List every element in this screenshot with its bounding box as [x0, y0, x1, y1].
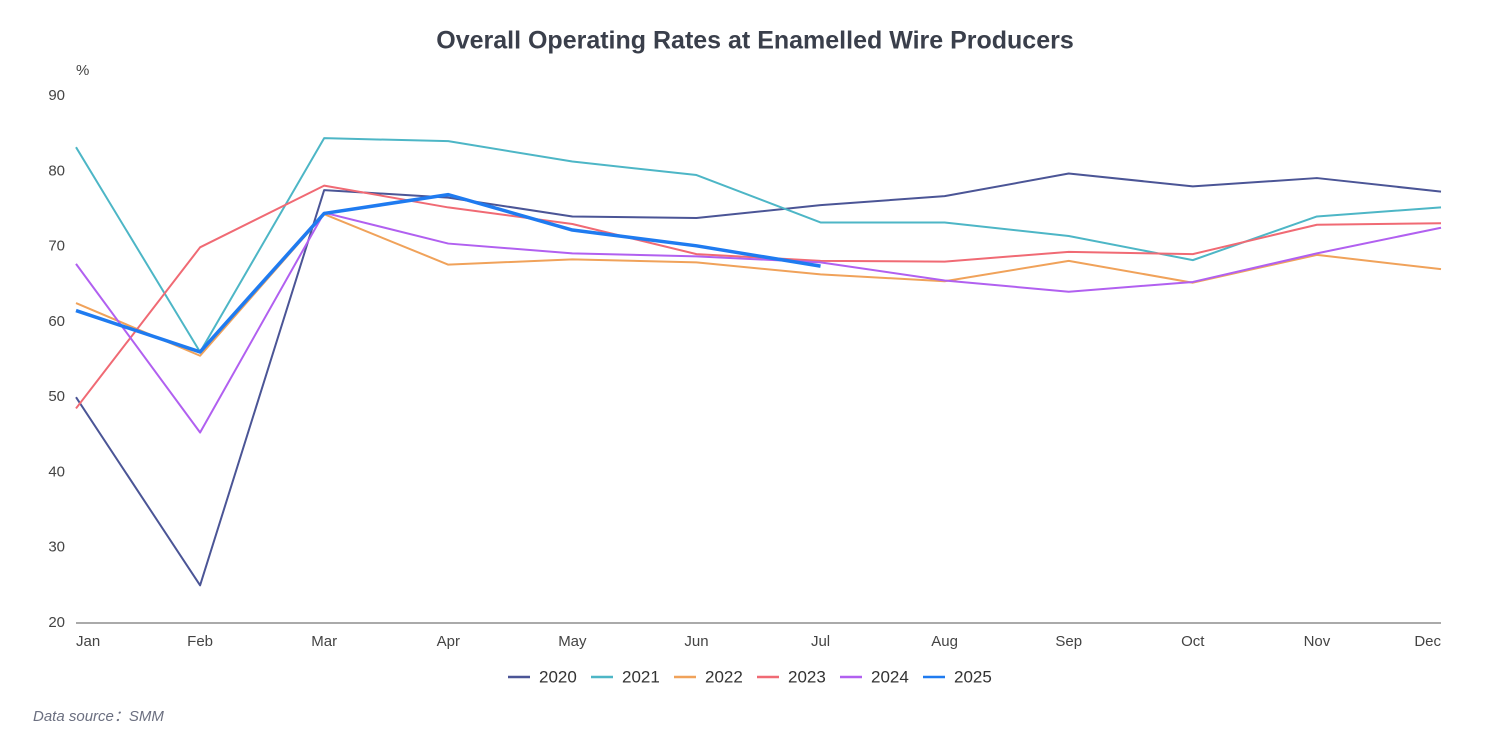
y-tick-label: 50 — [48, 388, 65, 405]
series-line — [75, 213, 1442, 357]
legend-label: 2021 — [622, 667, 660, 686]
x-tick-label: Oct — [1181, 633, 1205, 650]
series-line — [75, 172, 1442, 587]
legend-label: 2020 — [539, 667, 577, 686]
x-tick-label: Jul — [811, 633, 830, 650]
y-tick-label: 90 — [48, 87, 65, 104]
legend-label: 2023 — [788, 667, 826, 686]
x-tick-label: Nov — [1304, 633, 1331, 650]
x-tick-label: Apr — [437, 633, 460, 650]
y-tick-label: 30 — [48, 539, 65, 556]
chart-title: Overall Operating Rates at Enamelled Wir… — [436, 27, 1074, 55]
series-line — [75, 192, 821, 354]
x-tick-label: Sep — [1055, 633, 1082, 650]
x-tick-label: Jan — [76, 633, 100, 650]
y-tick-label: 60 — [48, 313, 65, 330]
x-tick-label: Aug — [931, 633, 958, 650]
y-tick-label: 70 — [48, 238, 65, 255]
series-line — [75, 184, 1442, 410]
x-tick-label: Jun — [684, 633, 708, 650]
x-tick-label: Feb — [187, 633, 213, 650]
series-line — [75, 137, 1442, 353]
legend-label: 2025 — [954, 667, 992, 686]
x-tick-label: Mar — [311, 633, 337, 650]
legend-label: 2024 — [871, 667, 909, 686]
y-tick-label: 20 — [48, 614, 65, 631]
legend: 2020 2021 2022 2023 2024 2025 — [508, 667, 992, 686]
y-unit: % — [76, 62, 89, 79]
series-line — [75, 211, 1442, 434]
y-tick-label: 40 — [48, 463, 65, 480]
x-tick-label: Dec — [1414, 633, 1441, 650]
x-tick-label: May — [558, 633, 587, 650]
legend-label: 2022 — [705, 667, 743, 686]
y-tick-label: 80 — [48, 162, 65, 179]
source: Data source：SMM — [33, 708, 164, 725]
